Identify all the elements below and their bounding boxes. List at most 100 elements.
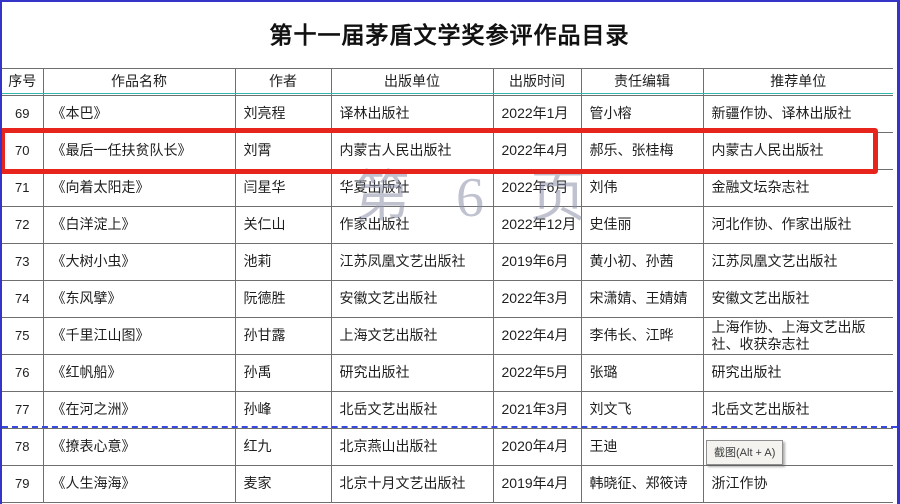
cell-publisher: 北京十月文艺出版社 <box>330 465 494 503</box>
cell-title: 《撩表心意》 <box>42 428 236 466</box>
cell-publisher: 研究出版社 <box>330 354 494 392</box>
cell-pub_date: 2022年5月 <box>492 354 582 392</box>
cell-editor: 韩晓征、郑筱诗 <box>580 465 704 503</box>
column-header: 责任编辑 <box>580 68 704 96</box>
cell-publisher: 华夏出版社 <box>330 169 494 207</box>
cell-recommender: 上海作协、上海文艺出版社、收获杂志社 <box>702 317 893 355</box>
cell-recommender: 安徽文艺出版社 <box>702 280 893 318</box>
cell-author: 刘霄 <box>234 132 332 170</box>
table-row: 77 《在河之洲》 孙峰 北岳文艺出版社 2021年3月 刘文飞 北岳文艺出版社 <box>2 391 893 429</box>
cell-author: 闫星华 <box>234 169 332 207</box>
cell-pub_date: 2022年12月 <box>492 206 582 244</box>
cell-no: 78 <box>2 428 44 466</box>
cell-editor: 郝乐、张桂梅 <box>580 132 704 170</box>
cell-recommender: 内蒙古人民出版社 <box>702 132 893 170</box>
cell-editor: 刘文飞 <box>580 391 704 429</box>
cell-recommender: 金融文坛杂志社 <box>702 169 893 207</box>
cell-editor: 刘伟 <box>580 169 704 207</box>
cell-title: 《本巴》 <box>42 95 236 133</box>
cell-editor: 宋潇婧、王婧婧 <box>580 280 704 318</box>
cell-publisher: 北岳文艺出版社 <box>330 391 494 429</box>
header-row: 序号 作品名称 作者 出版单位 出版时间 责任编辑 推荐单位 <box>2 68 893 96</box>
cell-title: 《大树小虫》 <box>42 243 236 281</box>
cell-pub_date: 2022年4月 <box>492 132 582 170</box>
works-table: 序号 作品名称 作者 出版单位 出版时间 责任编辑 推荐单位 69 《本巴》 刘亮程 译林出版社 2… <box>2 68 893 503</box>
cell-publisher: 安徽文艺出版社 <box>330 280 494 318</box>
table-header: 序号 作品名称 作者 出版单位 出版时间 责任编辑 推荐单位 <box>2 68 893 96</box>
cell-editor: 李伟长、江晔 <box>580 317 704 355</box>
cell-pub_date: 2022年6月 <box>492 169 582 207</box>
table-row-highlighted: 70 《最后一任扶贫队长》 刘霄 内蒙古人民出版社 2022年4月 郝乐、张桂梅 内蒙古人民… <box>2 132 893 170</box>
cell-pub_date: 2022年1月 <box>492 95 582 133</box>
table-row: 79 《人生海海》 麦家 北京十月文艺出版社 2019年4月 韩晓征、郑筱诗 浙江作协 <box>2 465 893 503</box>
cell-author: 孙禹 <box>234 354 332 392</box>
cell-recommender: 浙江作协 <box>702 465 893 503</box>
table-row: 75 《千里江山图》 孙甘露 上海文艺出版社 2022年4月 李伟长、江晔 上海作协、上海文… <box>2 317 893 355</box>
cell-recommender: 新疆作协、译林出版社 <box>702 95 893 133</box>
table-row: 72 《白洋淀上》 关仁山 作家出版社 2022年12月 史佳丽 河北作协、作家出版社 <box>2 206 893 244</box>
cell-editor: 管小榕 <box>580 95 704 133</box>
cell-no: 73 <box>2 243 44 281</box>
cell-title: 《在河之洲》 <box>42 391 236 429</box>
cell-title: 《人生海海》 <box>42 465 236 503</box>
cell-author: 阮德胜 <box>234 280 332 318</box>
cell-no: 72 <box>2 206 44 244</box>
cell-no: 77 <box>2 391 44 429</box>
table-row: 71 《向着太阳走》 闫星华 华夏出版社 2022年6月 刘伟 金融文坛杂志社 <box>2 169 893 207</box>
cell-editor: 张璐 <box>580 354 704 392</box>
cell-publisher: 作家出版社 <box>330 206 494 244</box>
cell-title: 《最后一任扶贫队长》 <box>42 132 236 170</box>
cell-publisher: 江苏凤凰文艺出版社 <box>330 243 494 281</box>
cell-title: 《向着太阳走》 <box>42 169 236 207</box>
column-header: 出版时间 <box>492 68 582 96</box>
cell-no: 79 <box>2 465 44 503</box>
table-body: 69 《本巴》 刘亮程 译林出版社 2022年1月 管小榕 新疆作协、译林出版社 70 《最后一… <box>2 95 893 503</box>
cell-author: 红九 <box>234 428 332 466</box>
cell-title: 《千里江山图》 <box>42 317 236 355</box>
cell-title: 《白洋淀上》 <box>42 206 236 244</box>
cell-no: 76 <box>2 354 44 392</box>
column-header: 作者 <box>234 68 332 96</box>
cell-author: 孙峰 <box>234 391 332 429</box>
cell-recommender: 江苏凤凰文艺出版社 <box>702 243 893 281</box>
cell-publisher: 北京燕山出版社 <box>330 428 494 466</box>
screenshot-tooltip: 截图(Alt + A) <box>706 440 784 465</box>
cell-recommender: 北岳文艺出版社 <box>702 391 893 429</box>
cell-no: 71 <box>2 169 44 207</box>
table-row: 76 《红帆船》 孙禹 研究出版社 2022年5月 张璐 研究出版社 <box>2 354 893 392</box>
cell-title: 《东风擘》 <box>42 280 236 318</box>
cell-pub_date: 2021年3月 <box>492 391 582 429</box>
cell-no: 69 <box>2 95 44 133</box>
cell-pub_date: 2019年6月 <box>492 243 582 281</box>
cell-author: 麦家 <box>234 465 332 503</box>
cell-editor: 王迪 <box>580 428 704 466</box>
cell-recommender: 研究出版社 <box>702 354 893 392</box>
table-row: 69 《本巴》 刘亮程 译林出版社 2022年1月 管小榕 新疆作协、译林出版社 <box>2 95 893 133</box>
column-header: 推荐单位 <box>702 68 893 96</box>
cell-publisher: 译林出版社 <box>330 95 494 133</box>
cell-author: 刘亮程 <box>234 95 332 133</box>
page-break-line <box>2 426 897 428</box>
cell-pub_date: 2022年4月 <box>492 317 582 355</box>
table-row: 78 《撩表心意》 红九 北京燕山出版社 2020年4月 王迪 <box>2 428 893 466</box>
cell-author: 关仁山 <box>234 206 332 244</box>
cell-recommender: 河北作协、作家出版社 <box>702 206 893 244</box>
page-title: 第十一届茅盾文学奖参评作品目录 <box>269 22 630 48</box>
cell-pub_date: 2022年3月 <box>492 280 582 318</box>
cell-pub_date: 2019年4月 <box>492 465 582 503</box>
column-header: 序号 <box>2 68 44 96</box>
cell-author: 池莉 <box>234 243 332 281</box>
cell-publisher: 内蒙古人民出版社 <box>330 132 494 170</box>
cell-editor: 黄小初、孙茜 <box>580 243 704 281</box>
column-header: 出版单位 <box>330 68 494 96</box>
header-underline <box>2 93 893 94</box>
column-header: 作品名称 <box>42 68 236 96</box>
table-row: 74 《东风擘》 阮德胜 安徽文艺出版社 2022年3月 宋潇婧、王婧婧 安徽文艺出版社 <box>2 280 893 318</box>
table-row: 73 《大树小虫》 池莉 江苏凤凰文艺出版社 2019年6月 黄小初、孙茜 江苏凤凰文艺出版… <box>2 243 893 281</box>
cell-no: 75 <box>2 317 44 355</box>
cell-title: 《红帆船》 <box>42 354 236 392</box>
cell-pub_date: 2020年4月 <box>492 428 582 466</box>
cell-no: 70 <box>2 132 44 170</box>
cell-publisher: 上海文艺出版社 <box>330 317 494 355</box>
